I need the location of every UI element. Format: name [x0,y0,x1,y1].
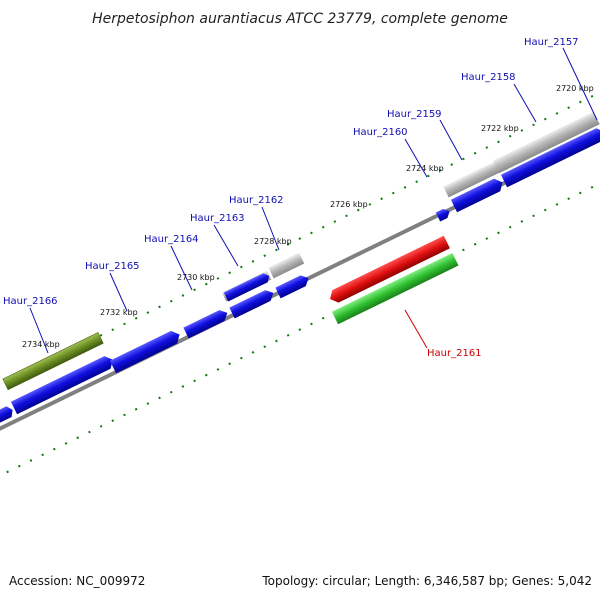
leader-haur-2160 [404,138,428,178]
kbp-label-2722: 2722 kbp [481,124,519,133]
kbp-label-2720: 2720 kbp [556,84,594,93]
gene-label-haur-2161[interactable]: Haur_2161 [427,348,482,359]
leader-lines [29,47,598,354]
leader-haur-2162 [261,206,280,251]
gene-label-haur-2166[interactable]: Haur_2166 [3,296,58,307]
kbp-label-2732: 2732 kbp [100,308,138,317]
inner-tick-row [0,182,600,477]
gene-haur-2162-gray[interactable] [268,252,305,279]
gene-labels: Haur_2157 Haur_2158 Haur_2159 Haur_2160 … [3,37,579,359]
gene-label-haur-2164[interactable]: Haur_2164 [144,234,199,245]
gene-haur-2158[interactable] [500,126,600,188]
gene-label-haur-2163[interactable]: Haur_2163 [190,213,245,224]
leader-haur-2163 [213,224,239,267]
leader-haur-2166 [29,307,49,354]
map-title: Herpetosiphon aurantiacus ATCC 23779, co… [92,11,508,27]
gene-haur-2163b[interactable] [229,287,276,319]
gene-haur-2160[interactable] [435,207,452,222]
leader-haur-2157 [562,47,598,121]
kbp-label-2724: 2724 kbp [406,164,444,173]
leader-haur-2164 [170,245,193,291]
kbp-labels: 2720 kbp 2722 kbp 2724 kbp 2726 kbp 2728… [22,84,594,349]
genes-blue-row [0,126,600,424]
genes-upper-row [2,111,600,391]
gene-haur-2166[interactable] [10,353,116,415]
genes-lower-row [327,235,459,325]
gene-haur-2164[interactable] [183,307,230,339]
kbp-label-2734: 2734 kbp [22,340,60,349]
accession-text: Accession: NC_009972 [9,574,146,588]
gene-label-haur-2162[interactable]: Haur_2162 [229,195,284,206]
gene-haur-2166-olive[interactable] [2,332,104,391]
gene-label-haur-2157[interactable]: Haur_2157 [524,37,579,48]
gene-haur-2161[interactable] [327,235,450,306]
gene-haur-2165[interactable] [109,328,183,374]
topology-text: Topology: circular; Length: 6,346,587 bp… [262,574,592,588]
tick-rows [0,91,600,477]
leader-haur-2165 [109,272,128,312]
gene-label-haur-2160[interactable]: Haur_2160 [353,127,408,138]
gene-haur-2159[interactable] [450,176,506,213]
gene-label-haur-2159[interactable]: Haur_2159 [387,109,442,120]
gene-haur-2162[interactable] [275,273,311,299]
gene-label-haur-2165[interactable]: Haur_2165 [85,261,140,272]
gene-blue-1[interactable] [0,404,15,424]
gene-haur-2159-gray[interactable] [443,161,501,198]
kbp-label-2726: 2726 kbp [330,200,368,209]
kbp-label-2728: 2728 kbp [254,237,292,246]
outer-tick-row [0,91,600,386]
kbp-label-2730: 2730 kbp [177,273,215,282]
leader-haur-2161 [404,309,428,349]
leader-haur-2159 [439,119,463,161]
gene-haur-2163[interactable] [223,271,272,302]
leader-haur-2158 [513,83,537,123]
gene-label-haur-2158[interactable]: Haur_2158 [461,72,516,83]
gene-haur-2158-gray[interactable] [492,111,600,174]
gene-haur-2161-green[interactable] [331,252,459,325]
